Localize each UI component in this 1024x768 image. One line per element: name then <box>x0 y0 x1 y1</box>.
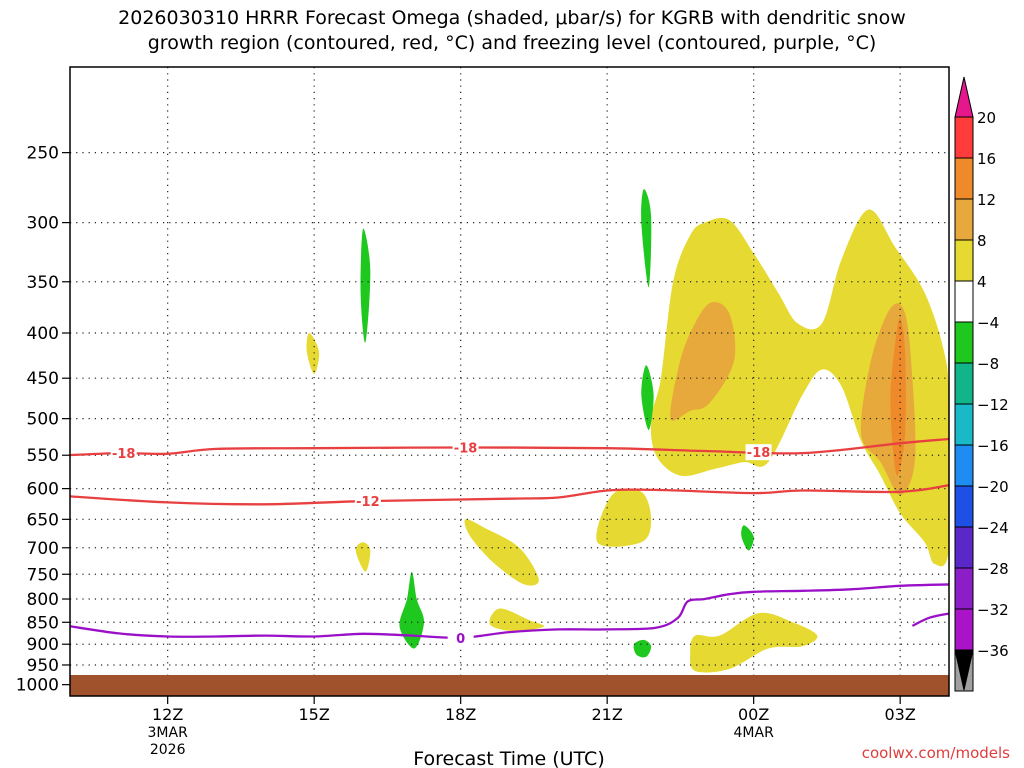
colorbar-swatch-3 <box>954 239 974 282</box>
contour-label-0-0: -18 <box>112 447 136 462</box>
plot-frame <box>69 66 950 697</box>
y-tick-label-750: 750 <box>27 565 59 585</box>
colorbar-label-8: −16 <box>977 437 1009 455</box>
contour-label-bg-0-0 <box>110 445 137 462</box>
y-tick-label-950: 950 <box>27 656 59 676</box>
y-tick-label-350: 350 <box>27 273 59 293</box>
colorbar-top-arrow <box>954 76 974 118</box>
x-tick-label-21Z: 21Z <box>592 705 623 724</box>
omega-region-7 <box>690 612 818 673</box>
y-axis: 2503003504004505005506006507007508008509… <box>16 144 70 696</box>
omega-region-1 <box>670 301 736 421</box>
y-tick-label-1000: 1000 <box>16 676 59 696</box>
freezing-contour-3 <box>911 612 949 627</box>
omega-region-4 <box>596 488 652 547</box>
colorbar-swatch-2 <box>954 198 974 241</box>
omega-region-14 <box>633 639 652 658</box>
contour-label-bg-1-0 <box>354 493 381 510</box>
colorbar-label-12: −32 <box>977 601 1009 619</box>
colorbar-swatch-11 <box>954 567 974 610</box>
x-axis-label: Forecast Time (UTC) <box>413 748 604 768</box>
omega-region-10 <box>360 228 371 343</box>
colorbar-swatch-5 <box>954 321 974 364</box>
title-line-2: growth region (contoured, red, °C) and f… <box>147 32 877 54</box>
y-tick-label-700: 700 <box>27 539 59 559</box>
x-tick-sublabel-00Z-0: 4MAR <box>734 725 775 741</box>
y-tick-label-450: 450 <box>27 369 59 389</box>
colorbar-swatch-8 <box>954 444 974 487</box>
contour-label-0-1: -18 <box>454 441 478 456</box>
omega-region-0 <box>650 209 949 567</box>
y-tick-label-900: 900 <box>27 635 59 655</box>
omega-region-6 <box>489 608 545 632</box>
y-tick-label-600: 600 <box>27 480 59 500</box>
colorbar-label-7: −12 <box>977 396 1009 414</box>
y-tick-label-650: 650 <box>27 510 59 530</box>
colorbar-label-4: 4 <box>977 273 987 291</box>
y-tick-label-300: 300 <box>27 214 59 234</box>
colorbar-label-6: −8 <box>977 355 999 373</box>
contour-label-bg-2-0 <box>447 629 474 646</box>
omega-region-15 <box>741 525 754 551</box>
omega-region-13 <box>399 571 425 649</box>
omega-region-12 <box>641 365 654 430</box>
omega-region-11 <box>641 189 652 288</box>
omega-region-8 <box>306 333 320 374</box>
dgz-contour-0 <box>70 437 949 457</box>
colorbar-label-5: −4 <box>977 314 999 332</box>
colorbar-bottom-arrow <box>954 649 974 691</box>
y-tick-label-500: 500 <box>27 410 59 430</box>
y-tick-label-850: 850 <box>27 613 59 633</box>
y-tick-label-400: 400 <box>27 324 59 344</box>
x-tick-label-18Z: 18Z <box>445 705 476 724</box>
x-tick-label-15Z: 15Z <box>299 705 330 724</box>
ground-surface <box>70 675 949 696</box>
colorbar-swatch-0 <box>954 116 974 159</box>
omega-region-5 <box>464 519 539 586</box>
contour-label-bg-0-1 <box>452 439 479 456</box>
chart-title: 2026030310 HRRR Forecast Omega (shaded, … <box>0 6 1024 56</box>
colorbar-swatch-9 <box>954 485 974 528</box>
x-tick-label-12Z: 12Z <box>152 705 183 724</box>
colorbar-label-11: −28 <box>977 560 1009 578</box>
contour-label-bg-0-2 <box>745 444 772 461</box>
freezing-contour-2 <box>70 583 949 640</box>
colorbar-swatch-7 <box>954 403 974 446</box>
contour-label-2-0: 0 <box>456 632 465 647</box>
x-tick-label-03Z: 03Z <box>885 705 916 724</box>
omega-shading-layer <box>306 189 949 673</box>
title-line-1: 2026030310 HRRR Forecast Omega (shaded, … <box>118 7 906 29</box>
contour-label-1-0: -12 <box>356 495 380 510</box>
colorbar-label-9: −20 <box>977 478 1009 496</box>
y-tick-label-550: 550 <box>27 446 59 466</box>
y-tick-label-800: 800 <box>27 590 59 610</box>
colorbar-swatch-6 <box>954 362 974 405</box>
colorbar-swatch-10 <box>954 526 974 569</box>
omega-region-3 <box>890 318 906 476</box>
colorbar: 20 16 12 8 4 −4 −8 −12 −16 −20 −24 −28 −32 −36 <box>954 76 1009 692</box>
colorbar-swatch-12 <box>954 608 974 651</box>
dgz-contour-1 <box>70 484 949 506</box>
x-tick-label-00Z: 00Z <box>738 705 769 724</box>
contour-label-0-2: -18 <box>747 446 771 461</box>
x-tick-sublabel-12Z-1: 2026 <box>150 742 186 758</box>
contour-layer: -18 -18 -18 -12 0 <box>70 437 949 647</box>
colorbar-label-0: 20 <box>977 109 996 127</box>
colorbar-swatch-1 <box>954 157 974 200</box>
colorbar-label-1: 16 <box>977 150 996 168</box>
grid-layer <box>70 67 949 696</box>
colorbar-label-13: −36 <box>977 642 1009 660</box>
y-tick-label-250: 250 <box>27 144 59 164</box>
omega-region-9 <box>355 542 371 572</box>
footer-credit: coolwx.com/models <box>861 744 1010 762</box>
colorbar-label-2: 12 <box>977 191 996 209</box>
colorbar-swatch-4 <box>954 280 974 323</box>
x-tick-sublabel-12Z-0: 3MAR <box>148 725 189 741</box>
colorbar-label-3: 8 <box>977 232 987 250</box>
colorbar-label-10: −24 <box>977 519 1009 537</box>
